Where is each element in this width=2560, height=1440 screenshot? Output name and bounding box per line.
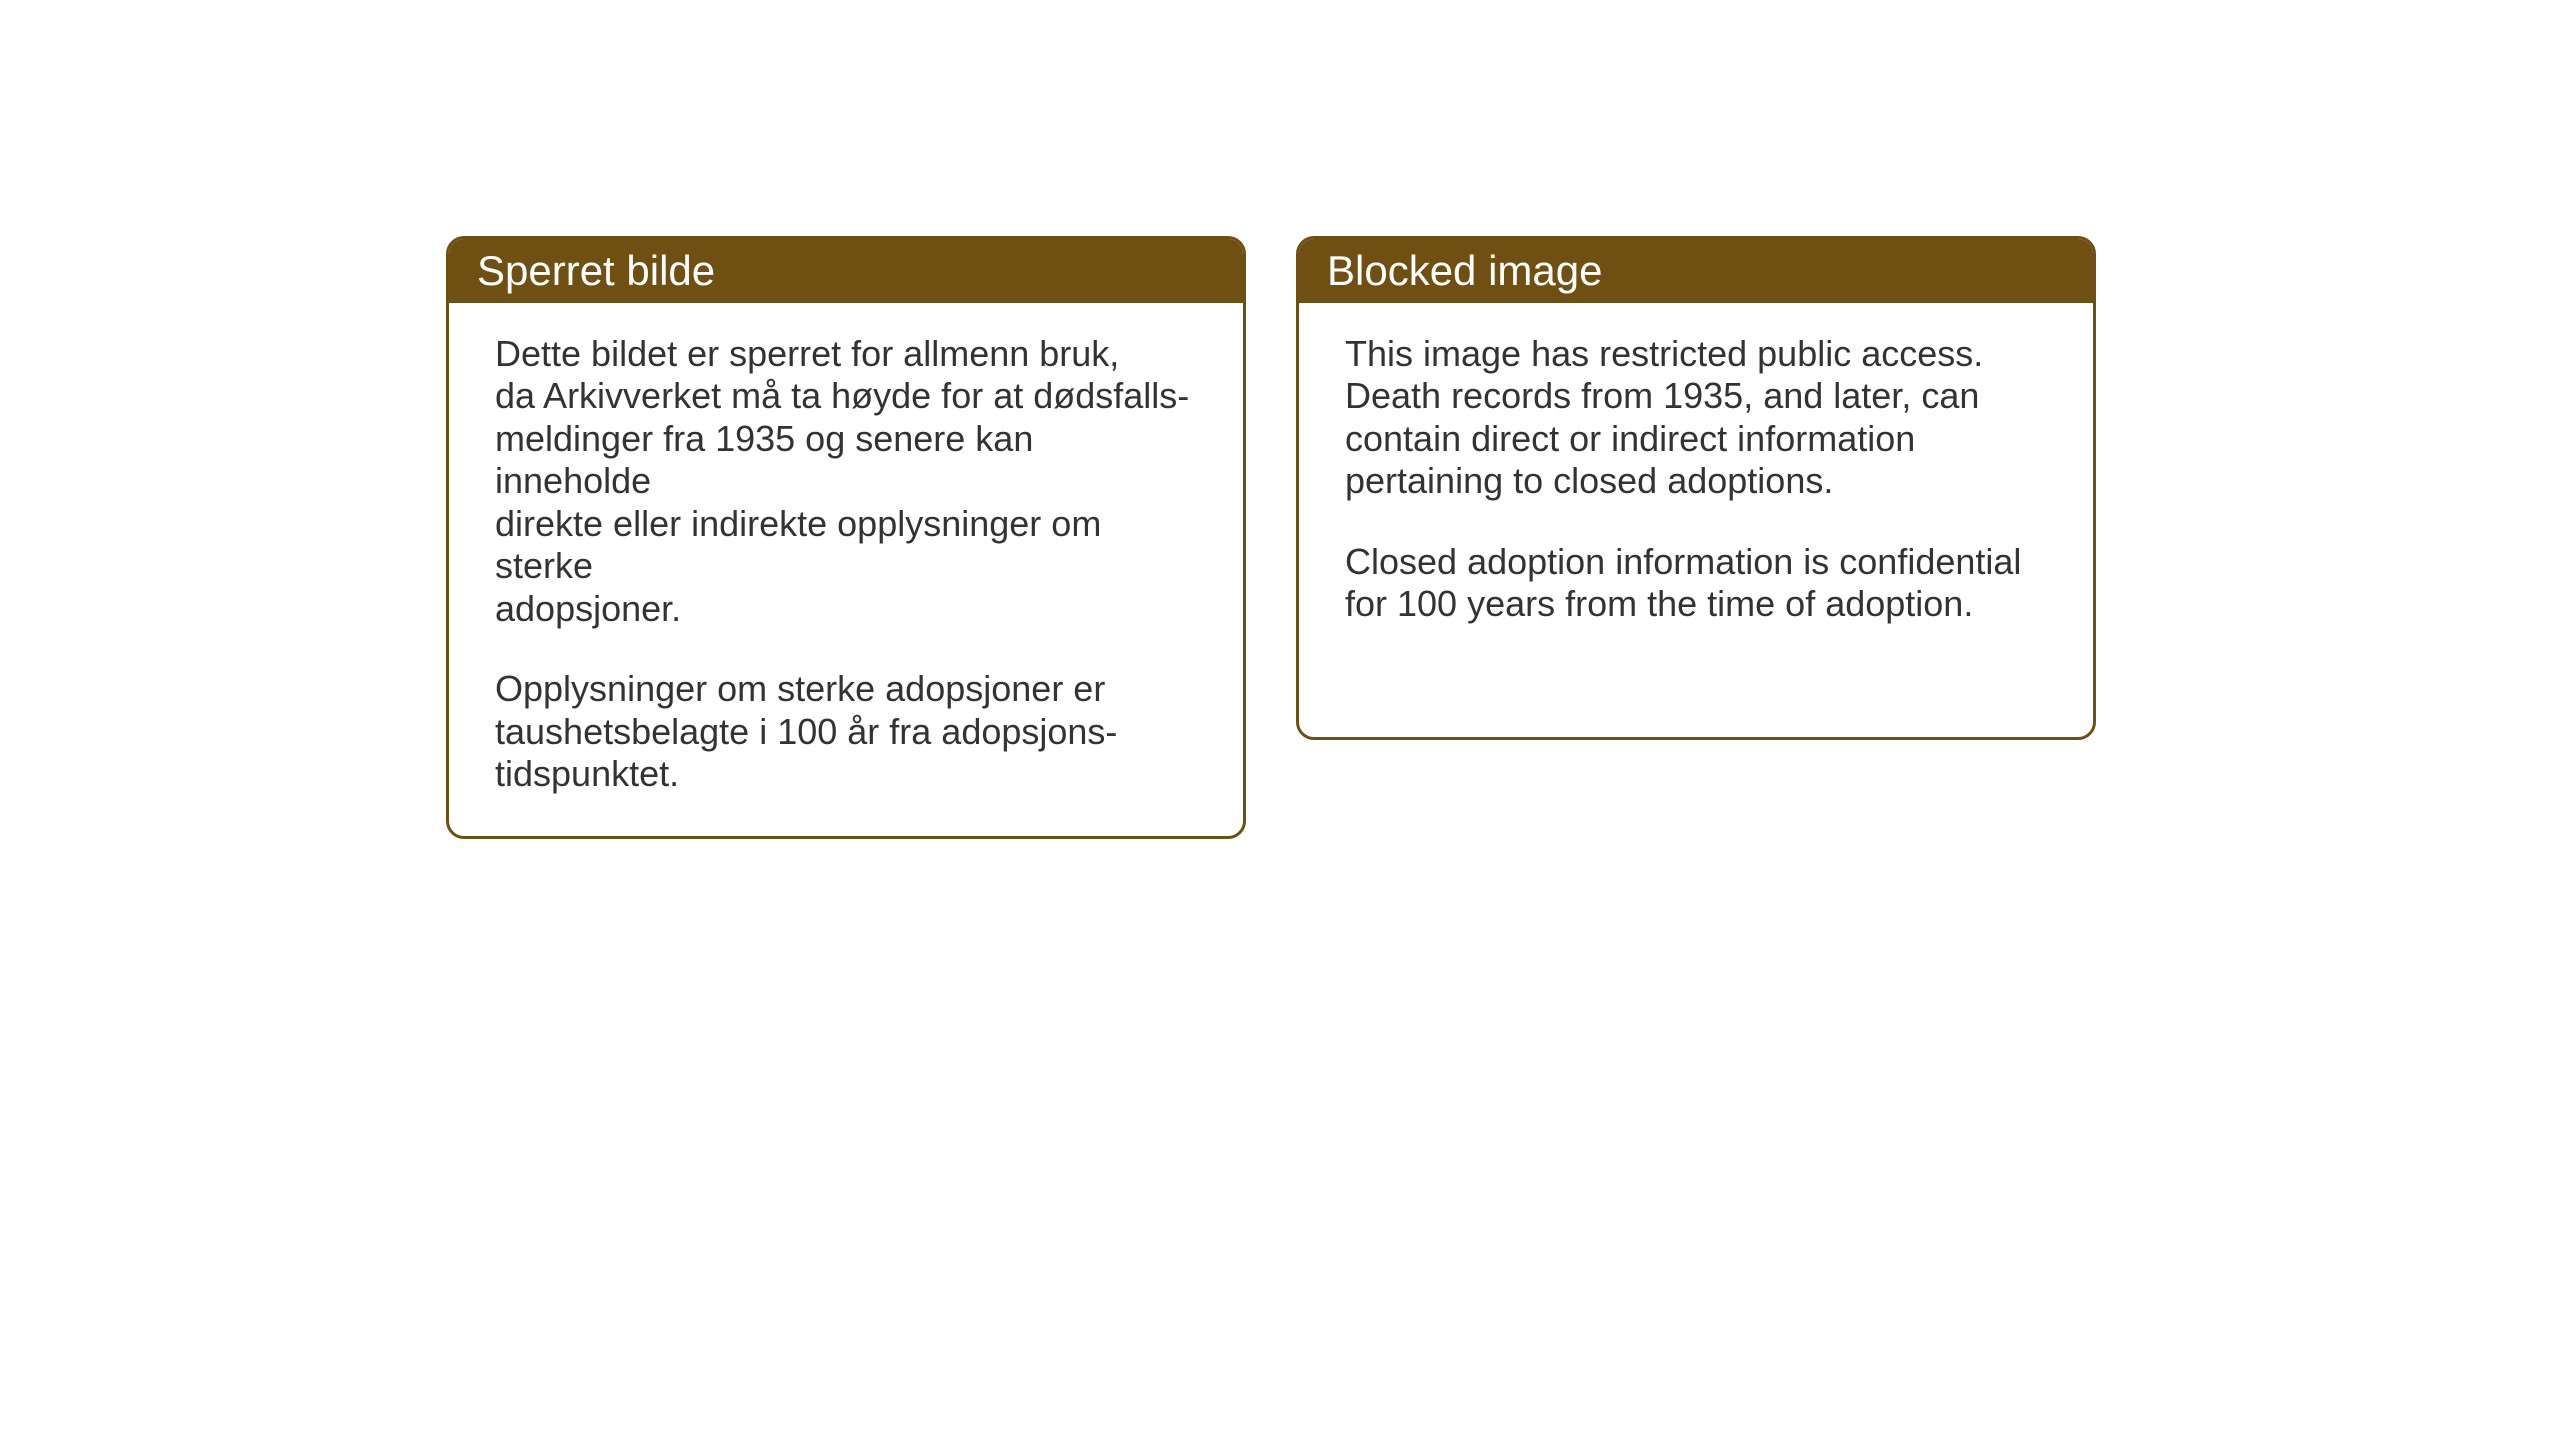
english-card-body: This image has restricted public access.… [1299, 303, 2093, 666]
cards-container: Sperret bilde Dette bildet er sperret fo… [446, 236, 2096, 839]
text-line: adopsjoner. [495, 588, 681, 629]
norwegian-paragraph-1: Dette bildet er sperret for allmenn bruk… [495, 333, 1197, 630]
text-line: This image has restricted public access. [1345, 333, 1983, 374]
text-line: da Arkivverket må ta høyde for at dødsfa… [495, 375, 1189, 416]
norwegian-paragraph-2: Opplysninger om sterke adopsjoner er tau… [495, 668, 1197, 795]
english-paragraph-1: This image has restricted public access.… [1345, 333, 2047, 503]
text-line: pertaining to closed adoptions. [1345, 460, 1833, 501]
text-line: Opplysninger om sterke adopsjoner er [495, 668, 1105, 709]
text-line: direkte eller indirekte opplysninger om … [495, 503, 1101, 586]
norwegian-card-body: Dette bildet er sperret for allmenn bruk… [449, 303, 1243, 836]
english-paragraph-2: Closed adoption information is confident… [1345, 541, 2047, 626]
text-line: taushetsbelagte i 100 år fra adopsjons- [495, 711, 1117, 752]
text-line: for 100 years from the time of adoption. [1345, 583, 1973, 624]
text-line: Dette bildet er sperret for allmenn bruk… [495, 333, 1119, 374]
norwegian-card: Sperret bilde Dette bildet er sperret fo… [446, 236, 1246, 839]
text-line: Closed adoption information is confident… [1345, 541, 2021, 582]
text-line: contain direct or indirect information [1345, 418, 1915, 459]
text-line: Death records from 1935, and later, can [1345, 375, 1979, 416]
text-line: meldinger fra 1935 og senere kan innehol… [495, 418, 1033, 501]
text-line: tidspunktet. [495, 753, 679, 794]
norwegian-card-title: Sperret bilde [449, 239, 1243, 303]
english-card-title: Blocked image [1299, 239, 2093, 303]
english-card: Blocked image This image has restricted … [1296, 236, 2096, 740]
